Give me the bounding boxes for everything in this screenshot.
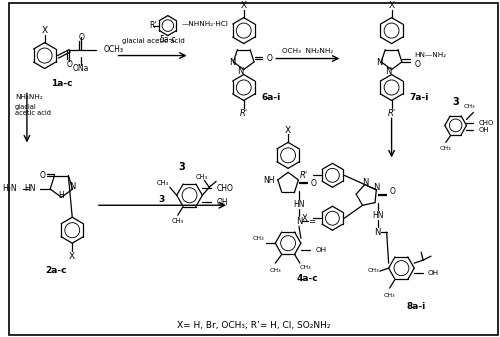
- Text: 4a-c: 4a-c: [297, 274, 318, 283]
- Text: CH₃: CH₃: [270, 268, 281, 273]
- Text: N: N: [296, 217, 302, 226]
- Text: X: X: [240, 1, 247, 10]
- Text: O: O: [66, 60, 72, 69]
- Text: HN—NH₂: HN—NH₂: [414, 52, 446, 58]
- Text: 6a-i: 6a-i: [262, 93, 281, 102]
- Text: O: O: [40, 171, 46, 180]
- Text: 3: 3: [178, 162, 185, 172]
- Text: 7a-i: 7a-i: [410, 93, 429, 102]
- Text: OH: OH: [478, 127, 489, 133]
- Text: HN: HN: [24, 184, 36, 193]
- Text: NH₂NH₂: NH₂NH₂: [15, 94, 43, 100]
- Text: R': R': [300, 171, 308, 180]
- Text: glacial acetic acid: glacial acetic acid: [122, 37, 184, 43]
- Text: R': R': [150, 21, 157, 30]
- Text: CHO: CHO: [216, 184, 233, 193]
- Text: acetic acid: acetic acid: [15, 111, 51, 116]
- Text: 1a-c: 1a-c: [50, 79, 72, 88]
- Text: CH₃: CH₃: [252, 236, 264, 241]
- Text: —NHNH₂·HCl: —NHNH₂·HCl: [182, 21, 228, 27]
- Text: CH₃: CH₃: [172, 218, 184, 224]
- Text: HN: HN: [293, 200, 304, 209]
- Text: O: O: [266, 54, 272, 63]
- Text: X= H, Br, OCH₃; R’= H, Cl, SO₂NH₂: X= H, Br, OCH₃; R’= H, Cl, SO₂NH₂: [177, 320, 330, 330]
- Text: O: O: [414, 60, 420, 69]
- Text: X: X: [388, 1, 394, 10]
- Text: X: X: [69, 252, 75, 261]
- Text: O: O: [390, 187, 396, 196]
- Text: N: N: [386, 67, 392, 76]
- Text: N: N: [374, 183, 380, 192]
- Text: O: O: [78, 33, 84, 42]
- Text: R': R': [388, 109, 396, 118]
- Text: CH₃: CH₃: [368, 268, 380, 273]
- Text: CH₃: CH₃: [300, 265, 312, 270]
- Text: R': R': [240, 109, 248, 118]
- Text: CH₃: CH₃: [196, 174, 207, 180]
- Text: 3: 3: [159, 195, 165, 204]
- Text: NH: NH: [263, 176, 274, 185]
- Text: OH: OH: [216, 198, 228, 207]
- Text: N: N: [70, 183, 76, 191]
- Text: N: N: [376, 58, 383, 67]
- Text: N: N: [362, 178, 368, 187]
- Text: 3: 3: [452, 97, 459, 108]
- Text: OH: OH: [428, 270, 439, 276]
- Text: N: N: [228, 58, 235, 67]
- Text: 2a-c: 2a-c: [46, 266, 67, 275]
- Text: CH₃: CH₃: [464, 104, 475, 109]
- Text: X: X: [285, 126, 291, 135]
- Text: H₂N: H₂N: [2, 184, 16, 193]
- Text: X: X: [302, 214, 308, 223]
- Text: glacial: glacial: [15, 104, 37, 111]
- Text: CHO: CHO: [478, 120, 494, 126]
- Text: CH₃: CH₃: [157, 180, 169, 186]
- Text: 5a-c: 5a-c: [160, 35, 176, 44]
- Text: 8a-i: 8a-i: [406, 302, 426, 311]
- Text: HN: HN: [372, 211, 384, 220]
- Text: OCH₃: OCH₃: [104, 45, 124, 54]
- Text: ONa: ONa: [73, 64, 90, 73]
- Text: H: H: [58, 191, 64, 200]
- Text: =: =: [308, 217, 315, 226]
- Text: O: O: [311, 179, 316, 188]
- Text: CH₃: CH₃: [384, 293, 396, 298]
- Text: OCH₃  NH₂NH₂: OCH₃ NH₂NH₂: [282, 48, 334, 54]
- Text: N: N: [238, 67, 244, 76]
- Text: X: X: [42, 26, 48, 35]
- Text: CH₃: CH₃: [440, 146, 452, 151]
- Text: N: N: [374, 228, 381, 237]
- Text: OH: OH: [316, 247, 327, 253]
